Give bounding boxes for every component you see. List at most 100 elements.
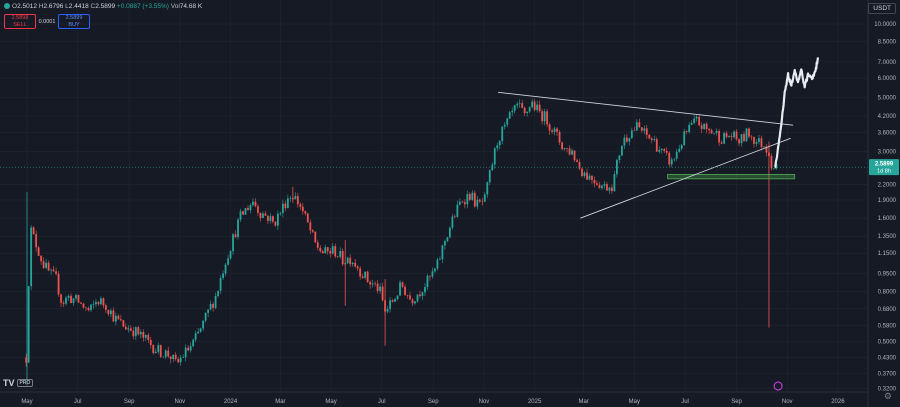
candle-body <box>316 242 319 248</box>
logo-text: TV <box>3 378 15 388</box>
candle-body <box>142 331 145 338</box>
candle-body <box>272 216 274 222</box>
candle-body <box>252 201 254 206</box>
candle-body <box>551 130 553 132</box>
candle-body <box>404 286 406 296</box>
candle-body <box>134 327 137 337</box>
candle-body <box>700 125 703 129</box>
candle-body <box>331 246 334 254</box>
x-tick-label: Nov <box>175 399 186 405</box>
candle-body <box>137 327 140 335</box>
candle-body <box>47 262 50 271</box>
candle-body <box>668 152 671 165</box>
candle-body <box>628 138 631 142</box>
trade-buttons: 2.5898 SELL 0.0001 2.5899 BUY <box>4 14 90 29</box>
candle-body <box>411 299 414 304</box>
candle-body <box>670 159 673 165</box>
x-tick-label: May <box>21 399 32 405</box>
high-label: H <box>38 3 44 10</box>
candle-body <box>456 204 459 217</box>
candle-body <box>586 172 588 180</box>
candle-body <box>773 168 775 169</box>
candle-body <box>715 130 718 134</box>
status-dot-icon <box>4 3 10 10</box>
candle-body <box>296 196 299 205</box>
candle-body <box>384 300 386 312</box>
x-tick-label: Mar <box>275 399 285 405</box>
candle-body <box>311 230 314 232</box>
candle-body <box>229 251 232 259</box>
candle-body <box>765 146 768 153</box>
candle-body <box>212 303 214 308</box>
candle-body <box>748 128 750 137</box>
candle-body <box>526 111 529 114</box>
gear-icon[interactable]: ⚙ <box>883 391 892 401</box>
candle-body <box>184 347 187 358</box>
candle-body <box>100 298 102 305</box>
candle-body <box>476 199 479 207</box>
candle-body <box>391 300 394 302</box>
candle-body <box>730 136 733 138</box>
candle-body <box>262 213 264 218</box>
candle-body <box>675 151 678 159</box>
candle-body <box>576 160 578 163</box>
candle-body <box>521 103 524 108</box>
candle-body <box>750 136 753 138</box>
candle-body <box>601 185 603 189</box>
candle-body <box>147 335 150 340</box>
candle-body <box>361 276 364 278</box>
candle-body <box>304 211 307 214</box>
candle-body <box>458 201 461 205</box>
candle-body <box>194 333 197 340</box>
candle-body <box>199 328 202 332</box>
y-tick-label: 0.3700 <box>878 371 897 377</box>
candle-body <box>429 275 431 277</box>
candle-body <box>608 187 611 191</box>
candle-body <box>132 330 135 337</box>
candle-body <box>663 149 666 151</box>
y-tick-label: 8.5000 <box>878 39 897 45</box>
candle-body <box>581 168 583 177</box>
candle-body <box>214 296 217 308</box>
candle-body <box>102 298 105 306</box>
last-price-label: 2.5899 <box>875 162 894 168</box>
candle-body <box>152 344 155 354</box>
candle-body <box>414 301 416 304</box>
candle-body <box>421 292 424 296</box>
low-value: 2.4418 <box>68 3 89 10</box>
candle-body <box>119 319 122 321</box>
candle-body <box>703 123 706 129</box>
candle-body <box>546 111 549 125</box>
candle-body <box>483 194 486 202</box>
candle-body <box>419 294 421 296</box>
sell-button[interactable]: 2.5898 SELL <box>4 14 36 29</box>
buy-button[interactable]: 2.5899 BUY <box>58 14 90 29</box>
candle-body <box>124 326 127 330</box>
volume-label: Vol <box>170 3 180 10</box>
candle-body <box>70 295 72 304</box>
x-tick-label: 2024 <box>224 399 238 405</box>
candle-body <box>678 148 681 152</box>
candle-body <box>187 347 190 351</box>
candle-body <box>97 302 100 305</box>
candle-body <box>665 150 668 153</box>
candle-body <box>655 139 658 152</box>
candle-body <box>650 138 653 141</box>
candle-body <box>528 107 531 112</box>
candle-body <box>760 138 763 148</box>
x-tick-label: May <box>629 399 640 405</box>
y-tick-label: 0.4300 <box>878 355 897 361</box>
y-tick-label: 10.0000 <box>874 22 896 28</box>
candle-body <box>75 295 77 299</box>
open-label: O <box>12 3 18 10</box>
candle-body <box>107 309 110 315</box>
candle-body <box>42 261 45 268</box>
candle-body <box>471 192 474 200</box>
y-tick-label: 1.1500 <box>878 251 897 257</box>
candle-body <box>349 257 352 265</box>
candle-body <box>573 150 576 161</box>
candle-body <box>110 310 112 315</box>
currency-unit-button[interactable]: USDT <box>868 3 896 14</box>
candle-body <box>740 134 743 144</box>
